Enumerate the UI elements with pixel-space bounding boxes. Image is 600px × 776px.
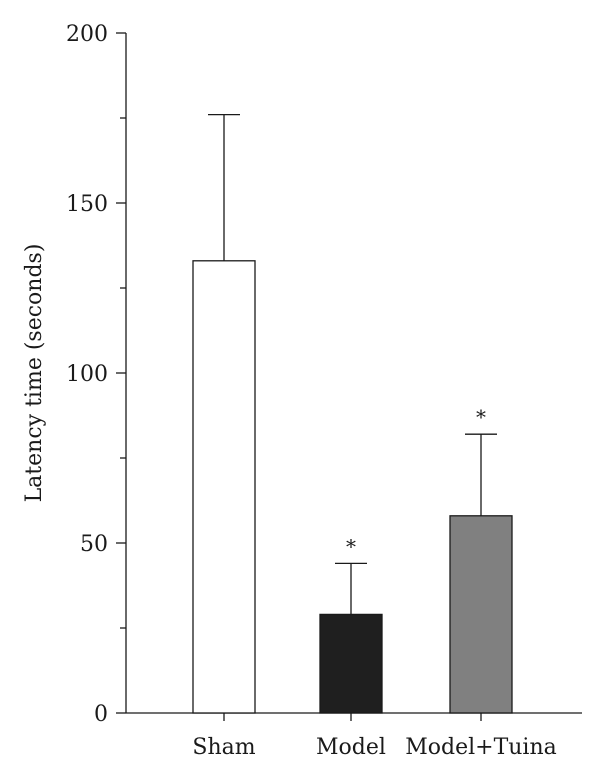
axes: 0 50 100 150 200 Sham Model Model+Tuina — [66, 22, 582, 760]
y-tick-label: 100 — [66, 362, 108, 387]
significance-marker: * — [346, 534, 356, 558]
bar-model-tuina — [449, 515, 513, 714]
y-tick-label: 200 — [66, 22, 108, 47]
x-tick-label: Sham — [192, 735, 255, 760]
x-tick-label: Model — [316, 735, 386, 760]
x-tick-label: Model+Tuina — [405, 735, 557, 760]
y-tick-label: 150 — [66, 192, 108, 217]
bar-model — [319, 613, 383, 714]
bar-sham — [192, 260, 256, 714]
y-tick-label: 0 — [94, 702, 108, 727]
bars: ** — [192, 113, 513, 714]
significance-marker: * — [476, 405, 486, 429]
y-tick-label: 50 — [80, 532, 108, 557]
y-axis-title: Latency time (seconds) — [22, 244, 47, 503]
